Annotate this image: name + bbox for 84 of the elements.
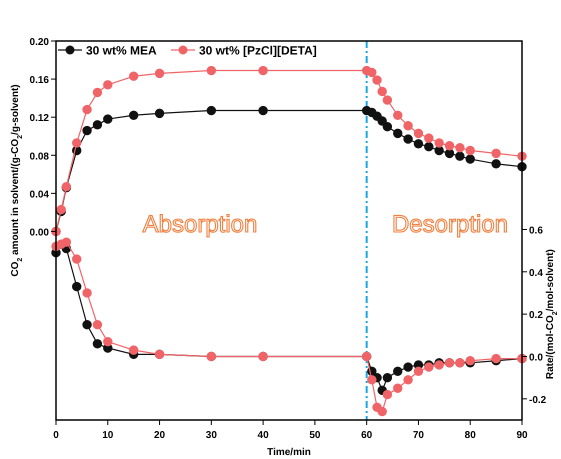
x-tick-label: 20: [154, 430, 166, 441]
x-tick-label: 70: [412, 430, 424, 441]
point: [414, 128, 424, 138]
point: [424, 133, 434, 143]
point: [128, 110, 138, 120]
x-tick-label: 0: [53, 430, 60, 441]
point: [72, 138, 82, 148]
x-tick-label: 90: [516, 430, 528, 441]
point: [393, 366, 402, 376]
point: [367, 375, 377, 384]
point: [414, 366, 424, 376]
point: [382, 372, 392, 382]
y2-tick-label: 0.4: [529, 268, 544, 279]
point: [491, 159, 501, 169]
point: [258, 66, 268, 76]
point: [455, 142, 465, 152]
y-tick-label: 0.08: [30, 151, 50, 162]
point: [382, 390, 392, 400]
point: [82, 320, 92, 330]
point: [414, 139, 424, 149]
point: [378, 86, 387, 96]
point: [403, 362, 413, 372]
point: [154, 68, 164, 78]
y2-tick-label: -0.2: [529, 394, 547, 406]
point: [455, 152, 465, 161]
x-tick-label: 80: [464, 430, 476, 441]
point: [491, 354, 501, 364]
point: [393, 384, 402, 393]
annotation: Absorption: [142, 211, 258, 238]
point: [466, 356, 475, 366]
point: [82, 104, 92, 114]
point: [92, 320, 102, 330]
x-tick-label: 40: [258, 430, 270, 441]
annotation: Desorption: [392, 211, 508, 238]
point: [92, 339, 102, 348]
x-tick-label: 10: [102, 430, 114, 441]
point: [128, 72, 138, 81]
point: [72, 282, 82, 292]
point: [92, 120, 102, 130]
point: [92, 88, 102, 98]
point: [382, 122, 392, 132]
y-tick-label: 0.00: [30, 227, 50, 238]
point: [103, 80, 112, 90]
y2-tick-label: 0.0: [529, 352, 544, 364]
point: [72, 254, 82, 264]
point: [393, 110, 402, 120]
point: [378, 116, 387, 126]
x-tick-label: 30: [206, 430, 218, 441]
point: [393, 128, 402, 138]
point: [466, 146, 475, 156]
point: [103, 114, 112, 124]
point: [444, 148, 454, 158]
y2-tick-label: 0.6: [529, 225, 544, 236]
x-axis-title: Time/min: [267, 447, 311, 458]
point: [62, 237, 72, 247]
point: [382, 95, 392, 105]
y-tick-label: 0.16: [30, 75, 50, 86]
point: [444, 141, 454, 150]
point: [466, 154, 475, 164]
point: [372, 75, 382, 85]
x-tick-label: 50: [309, 430, 321, 441]
y-tick-label: 0.12: [30, 113, 50, 124]
point: [206, 66, 216, 76]
x-tick-label: 60: [361, 430, 373, 441]
point: [154, 108, 164, 118]
point: [367, 68, 377, 78]
point: [424, 142, 434, 152]
y-tick-label: 0.20: [30, 37, 50, 48]
point: [82, 126, 92, 136]
point: [258, 106, 268, 116]
point: [403, 375, 413, 384]
legend-label: 30 wt% [PzCl][DETA]: [199, 44, 317, 58]
point: [491, 148, 501, 158]
point: [206, 106, 216, 116]
point: [82, 288, 92, 298]
point: [103, 336, 112, 346]
y2-tick-label: 0.2: [529, 310, 544, 322]
y-tick-label: 0.04: [30, 189, 50, 200]
point: [128, 345, 138, 355]
point: [434, 138, 444, 148]
legend-label: 30 wt% MEA: [86, 44, 158, 58]
point: [403, 134, 413, 144]
point: [403, 121, 413, 130]
point: [378, 406, 387, 416]
